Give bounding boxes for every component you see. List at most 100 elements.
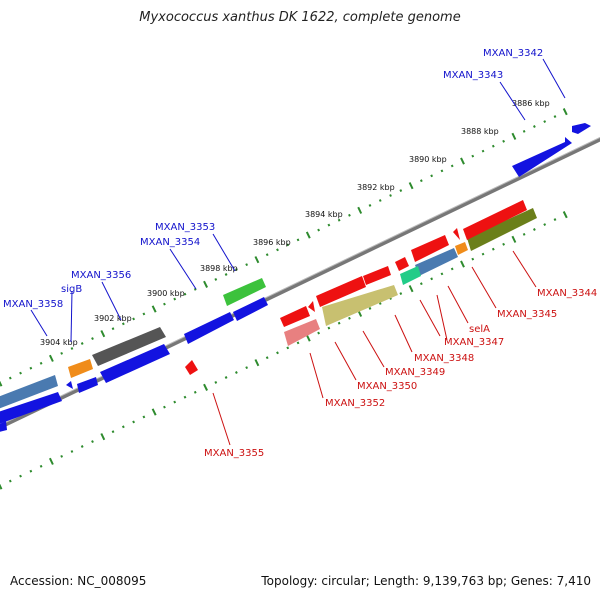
gene-mxan-3352b[interactable]: [280, 306, 310, 327]
gene-mxan-3349b[interactable]: [322, 285, 398, 326]
scale-tick: [399, 189, 403, 193]
label-mxan-3347[interactable]: MXAN_3347: [444, 337, 504, 348]
scale-tick: [60, 351, 64, 355]
label-mxan-3349[interactable]: MXAN_3349: [385, 367, 445, 378]
label-mxan-3342[interactable]: MXAN_3342: [483, 48, 543, 59]
gene-mxan-3342[interactable]: [572, 123, 591, 134]
gene-mxan-3356[interactable]: [92, 327, 166, 366]
gene-mxan-3344[interactable]: [467, 208, 537, 251]
scale-tick: [430, 174, 434, 178]
gene-mxan-3348b[interactable]: [400, 266, 421, 285]
gene-left-steel[interactable]: [0, 375, 58, 409]
label-mxan-3353[interactable]: MXAN_3353: [155, 222, 215, 233]
label-mxan-3355[interactable]: MXAN_3355: [204, 448, 264, 459]
scale-tick: [214, 277, 218, 281]
scale-tick: [533, 228, 536, 231]
scale-tick: [286, 243, 290, 247]
gene-mxan-3348[interactable]: [411, 235, 449, 262]
scale-tick: [163, 302, 166, 306]
gene-mxan-3358[interactable]: [77, 377, 98, 393]
tick-marks: [0, 108, 568, 490]
scale-tick: [511, 132, 517, 140]
scale-tick: [533, 125, 536, 128]
scale-tick: [481, 149, 485, 153]
scale-tick: [80, 445, 84, 448]
label-mxan-3345[interactable]: MXAN_3345: [497, 309, 557, 320]
scale-tick: [471, 257, 475, 261]
scale-tick: [142, 312, 146, 316]
scale-label: 3900 kbp: [147, 289, 185, 298]
scale-tick: [121, 322, 125, 326]
gene-mxan-3345[interactable]: [463, 200, 527, 240]
scale-tick: [522, 129, 526, 133]
scale-tick: [491, 247, 495, 251]
scale-tick: [430, 277, 434, 281]
label-mxan-3344[interactable]: MXAN_3344: [537, 288, 597, 299]
scale-tick: [440, 169, 444, 173]
scale-tick: [19, 371, 22, 375]
gene-mxan-3347[interactable]: [415, 248, 458, 276]
gene-mxan-3356b[interactable]: [100, 344, 170, 383]
scale-tick: [111, 327, 115, 331]
scale-tick: [502, 139, 505, 143]
scale-tick: [348, 316, 351, 320]
scale-tick: [8, 376, 12, 380]
gene-mxan-3354[interactable]: [184, 312, 234, 344]
scale-tick: [254, 256, 260, 264]
scale-tick: [224, 376, 228, 379]
scale-tick: [419, 179, 423, 183]
scale-tick: [357, 206, 363, 214]
label-mxan-3348[interactable]: MXAN_3348: [414, 353, 474, 364]
gene-mxan-3343[interactable]: [512, 137, 572, 177]
scale-tick: [348, 213, 351, 217]
scale-tick: [305, 334, 311, 342]
scale-tick: [327, 326, 331, 330]
scale-tick: [553, 218, 557, 222]
scale-tick: [142, 415, 146, 419]
scale-tick: [203, 383, 208, 391]
scale-tick: [378, 199, 382, 202]
label-sela[interactable]: selA: [469, 324, 490, 335]
forward-labels: MXAN_3342 MXAN_3343 MXAN_3353 MXAN_3354 …: [3, 48, 543, 310]
gene-mxan-3353[interactable]: [223, 278, 266, 306]
gene-sigb[interactable]: [68, 359, 93, 378]
scale-tick: [408, 285, 414, 293]
gene-left-tail[interactable]: [0, 421, 7, 433]
gene-sigb-small[interactable]: [66, 381, 73, 389]
scale-tick: [91, 440, 94, 444]
gene-mxan-3350b[interactable]: [316, 276, 366, 307]
label-mxan-3352[interactable]: MXAN_3352: [325, 398, 385, 409]
label-sigb[interactable]: sigB: [61, 284, 82, 295]
reverse-labels: MXAN_3344 MXAN_3345 selA MXAN_3347 MXAN_…: [204, 288, 597, 459]
label-mxan-3354[interactable]: MXAN_3354: [140, 237, 200, 248]
gene-mxan-3350[interactable]: [363, 266, 391, 285]
scale-tick: [151, 305, 157, 313]
scale-label: 3892 kbp: [357, 183, 395, 192]
scale-tick: [245, 263, 249, 267]
scale-tick: [408, 182, 414, 190]
scale-tick: [368, 306, 372, 310]
gene-mxan-3355[interactable]: [185, 360, 198, 375]
scale-tick: [399, 292, 403, 296]
scale-tick: [296, 238, 300, 242]
scale-tick: [460, 157, 465, 165]
forward-leaders: [30, 58, 566, 343]
gene-sela[interactable]: [455, 242, 468, 255]
scale-tick: [29, 366, 33, 370]
label-mxan-3356[interactable]: MXAN_3356: [71, 270, 131, 281]
label-mxan-3343[interactable]: MXAN_3343: [443, 70, 503, 81]
scale-tick: [0, 483, 3, 490]
gene-mxan-3349[interactable]: [395, 257, 409, 271]
gene-mxan-3352[interactable]: [284, 319, 320, 346]
scale-tick: [265, 253, 269, 257]
gene-mxan-3347b[interactable]: [453, 228, 460, 240]
label-mxan-3358[interactable]: MXAN_3358: [3, 299, 63, 310]
gene-mxan-3352c[interactable]: [308, 301, 315, 312]
scale-tick: [286, 346, 290, 350]
scale-tick: [522, 232, 526, 236]
gene-mxan-3353b[interactable]: [233, 297, 268, 321]
label-mxan-3350[interactable]: MXAN_3350: [357, 381, 417, 392]
scale-tick: [132, 317, 135, 321]
gene-left-blue[interactable]: [0, 392, 62, 424]
